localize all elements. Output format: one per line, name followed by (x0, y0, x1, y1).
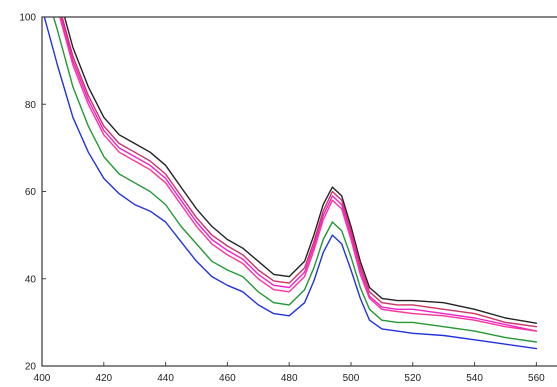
series-line-3 (60, 17, 538, 332)
y-tick-label: 100 (19, 13, 36, 24)
series-line-5 (52, 17, 538, 343)
x-tick-label: 420 (95, 373, 112, 384)
series-line-4 (59, 17, 538, 332)
plot-frame (41, 16, 557, 367)
y-tick-label: 40 (25, 274, 37, 285)
series-group (43, 17, 538, 350)
y-tick-label: 60 (25, 187, 37, 198)
y-tick-label: 80 (25, 100, 37, 111)
series-line-6 (43, 17, 538, 350)
y-tick-label: 20 (25, 362, 37, 373)
x-tick-label: 540 (466, 373, 483, 384)
x-tick-label: 520 (404, 373, 421, 384)
y-axis: 20 40 60 80 100 (19, 13, 46, 373)
series-line-2 (61, 17, 538, 328)
series-line-1 (63, 17, 538, 324)
x-tick-label: 560 (528, 373, 545, 384)
x-tick-label: 480 (281, 373, 298, 384)
x-tick-label: 440 (157, 373, 174, 384)
x-axis: 400 420 440 460 480 500 520 540 560 (34, 362, 545, 384)
x-tick-label: 500 (343, 373, 360, 384)
x-tick-label: 460 (219, 373, 236, 384)
x-tick-label: 400 (34, 373, 51, 384)
